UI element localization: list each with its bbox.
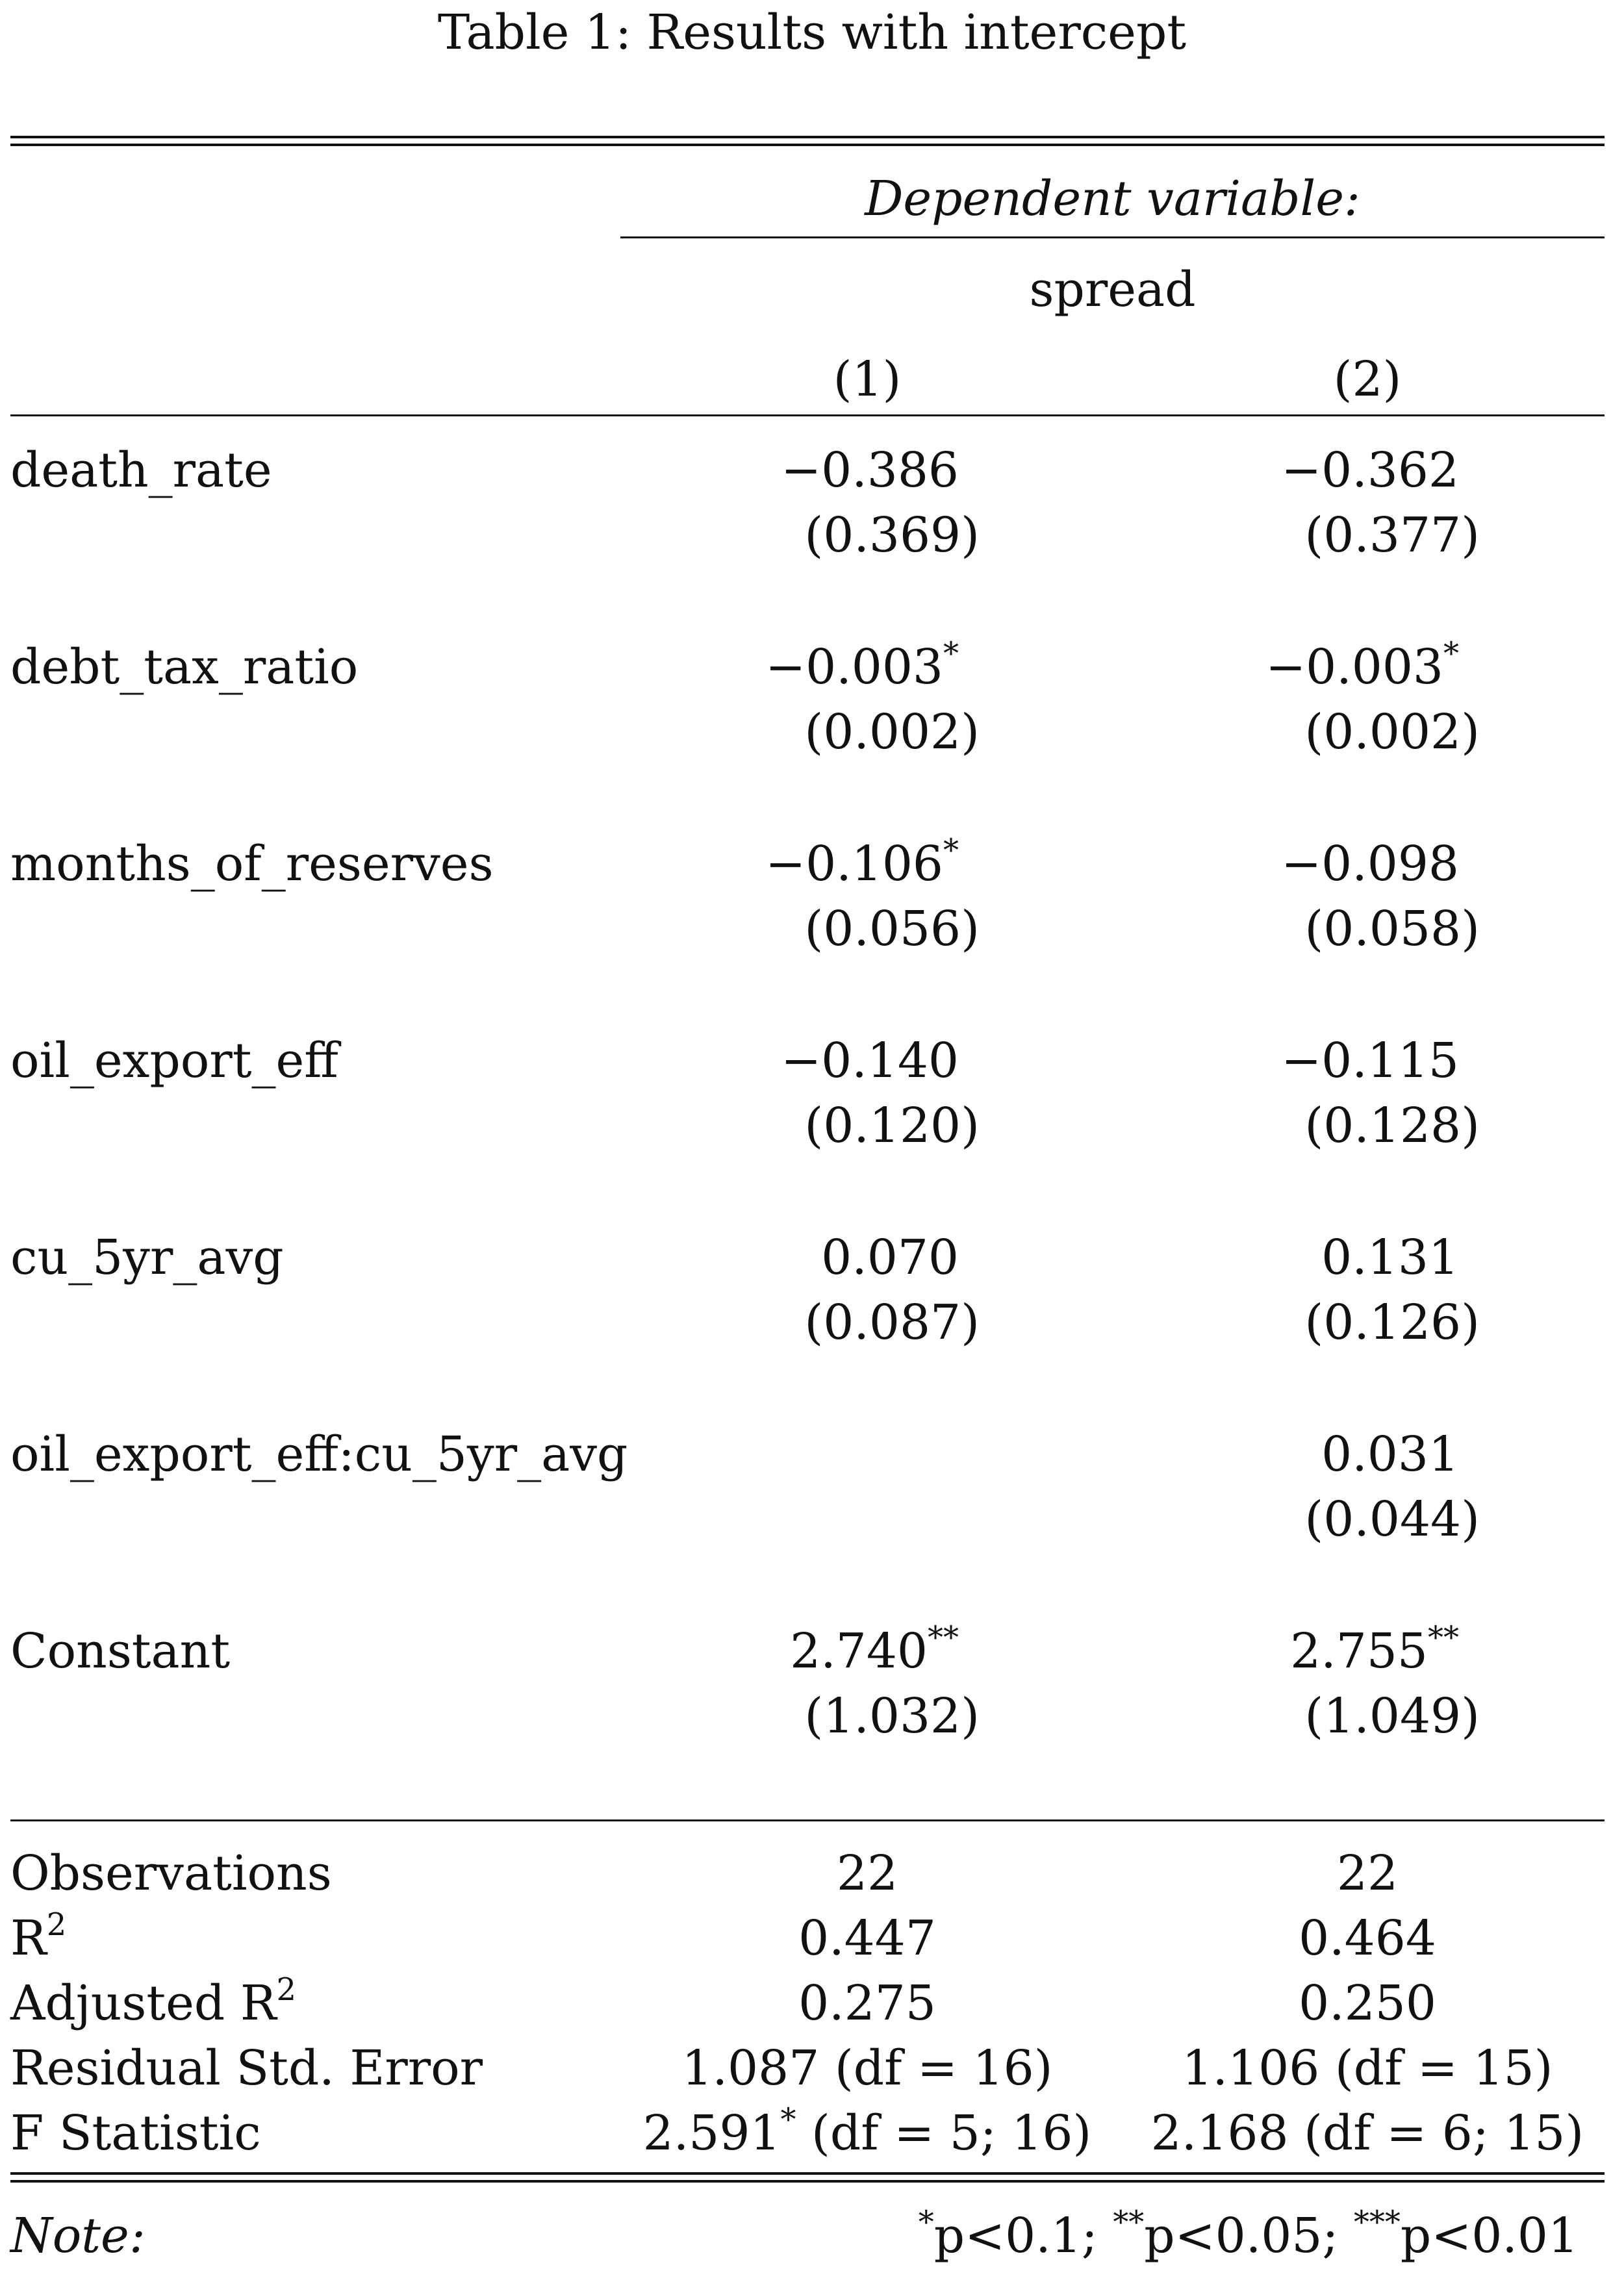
se-cell: (1.049) [1304, 1688, 1480, 1744]
se-cell: (0.056) [804, 901, 980, 957]
top-rule-1 [10, 136, 1605, 138]
se-cell: (0.377) [1304, 507, 1480, 563]
row-label: death_rate [10, 442, 272, 498]
se-cell: (0.002) [804, 704, 980, 760]
stat-adj-r2-col2: 0.250 [1299, 1975, 1436, 2031]
stat-adj-r2-col1: 0.275 [798, 1975, 936, 2031]
coef-cell: −0.003* [765, 635, 959, 695]
coef-cell: −0.115 [1281, 1033, 1459, 1089]
stat-observations-col2: 22 [1336, 1845, 1399, 1901]
stat-r2-col2: 0.464 [1299, 1910, 1436, 1966]
coef-cell: 0.031 [1321, 1426, 1459, 1482]
top-rule-2 [10, 144, 1605, 146]
note-significance: *p<0.1; **p<0.05; ***p<0.01 [918, 2204, 1579, 2264]
se-cell: (0.126) [1304, 1295, 1480, 1350]
coef-cell: 0.070 [821, 1230, 959, 1286]
stat-rse-col1: 1.087 (df = 16) [681, 2040, 1053, 2096]
dependent-variable-label: Dependent variable: [865, 171, 1360, 227]
bottom-rule-1 [10, 2172, 1605, 2175]
se-cell: (0.369) [804, 507, 980, 563]
coef-cell: −0.098 [1281, 836, 1459, 892]
dependent-variable-name: spread [1029, 262, 1196, 318]
stat-label-rse: Residual Std. Error [10, 2040, 483, 2096]
row-label: debt_tax_ratio [10, 639, 359, 695]
coef-cell: 2.755** [1290, 1619, 1459, 1679]
stats-rule [10, 1819, 1605, 1821]
row-label: oil_export_eff:cu_5yr_avg [10, 1426, 628, 1482]
row-label: cu_5yr_avg [10, 1230, 284, 1286]
coef-cell: 2.740** [790, 1619, 959, 1679]
coef-cell: −0.003* [1265, 635, 1459, 695]
row-label: Constant [10, 1623, 231, 1679]
coef-cell: 0.131 [1321, 1230, 1459, 1286]
se-cell: (0.087) [804, 1295, 980, 1350]
note-label: Note: [10, 2208, 146, 2264]
row-label: oil_export_eff [10, 1033, 338, 1089]
coef-cell: −0.140 [781, 1033, 959, 1089]
table-caption: Table 1: Results with intercept [437, 5, 1187, 60]
se-cell: (0.002) [1304, 704, 1480, 760]
se-cell: (0.120) [804, 1098, 980, 1154]
stat-label-observations: Observations [10, 1845, 332, 1901]
coef-cell: −0.386 [781, 442, 959, 498]
stat-fstat-col1: 2.591* (df = 5; 16) [642, 2101, 1092, 2161]
stat-rse-col2: 1.106 (df = 15) [1182, 2040, 1553, 2096]
stat-label-adj-r2: Adjusted R2 [10, 1971, 297, 2031]
header-rule [10, 414, 1605, 416]
stat-label-fstat: F Statistic [10, 2105, 261, 2161]
se-cell: (0.044) [1304, 1491, 1480, 1547]
se-cell: (1.032) [804, 1688, 980, 1744]
coef-cell: −0.362 [1281, 442, 1459, 498]
row-label: months_of_reserves [10, 836, 494, 892]
coef-cell: −0.106* [765, 832, 959, 892]
column-header-1: (1) [833, 351, 902, 407]
stat-label-r2: R2 [10, 1907, 67, 1966]
se-cell: (0.058) [1304, 901, 1480, 957]
dependent-variable-rule [620, 236, 1605, 238]
stat-fstat-col2: 2.168 (df = 6; 15) [1150, 2105, 1584, 2161]
bottom-rule-2 [10, 2180, 1605, 2183]
column-header-2: (2) [1333, 351, 1402, 407]
stat-r2-col1: 0.447 [798, 1910, 936, 1966]
se-cell: (0.128) [1304, 1098, 1480, 1154]
stat-observations-col1: 22 [836, 1845, 898, 1901]
